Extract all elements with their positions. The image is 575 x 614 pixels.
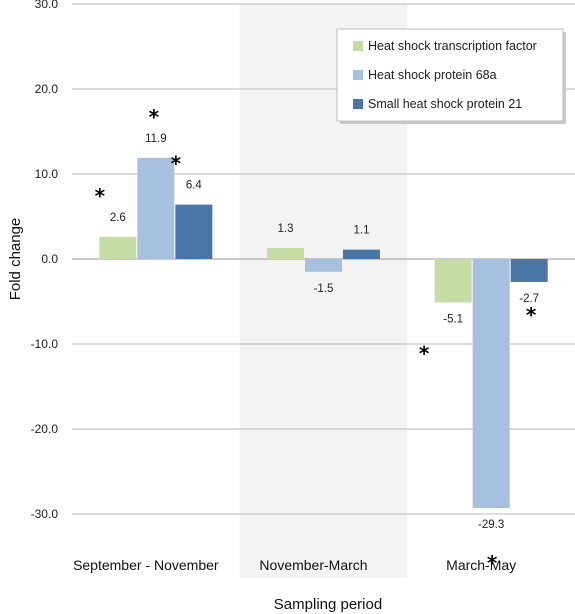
y-tick-label: 0.0 xyxy=(41,252,58,266)
y-tick-label: -10.0 xyxy=(31,337,59,351)
data-label: 11.9 xyxy=(145,133,167,145)
significance-star: * xyxy=(419,341,430,365)
y-axis-title: Fold change xyxy=(7,218,24,301)
category-label: September - November xyxy=(73,557,219,573)
bar xyxy=(434,259,472,303)
x-axis-ticks: September - November November-March March-… xyxy=(73,557,516,573)
x-axis-title: Sampling period xyxy=(274,596,382,613)
significance-star: * xyxy=(487,551,498,575)
category-label: November-March xyxy=(259,557,367,573)
bar xyxy=(510,259,548,282)
significance-star: * xyxy=(149,105,160,129)
legend-label: Small heat shock protein 21 xyxy=(368,97,522,111)
bar xyxy=(472,259,510,509)
data-labels: 2.6*11.9*6.4*1.3-1.51.1-5.1*-29.3*-2.7* xyxy=(95,105,539,575)
legend: Heat shock transcription factor Heat shoc… xyxy=(336,28,566,124)
legend-swatch xyxy=(353,70,363,80)
legend-swatch xyxy=(353,41,363,51)
significance-star: * xyxy=(171,152,182,176)
bar xyxy=(99,236,137,259)
y-tick-label: 20.0 xyxy=(35,82,59,96)
data-label: -5.1 xyxy=(443,313,463,325)
data-label: 2.6 xyxy=(110,212,126,224)
data-label: 6.4 xyxy=(186,180,203,192)
bar xyxy=(343,249,380,259)
y-tick-label: 10.0 xyxy=(35,167,59,181)
y-tick-label: -20.0 xyxy=(31,422,59,436)
y-axis-ticks: 30.0 20.0 10.0 0.0 -10.0 -20.0 -30.0 xyxy=(31,0,59,521)
legend-label: Heat shock transcription factor xyxy=(368,39,537,53)
bars xyxy=(99,157,548,509)
y-tick-label: -30.0 xyxy=(31,507,59,521)
data-label: 1.3 xyxy=(278,223,294,235)
y-tick-label: 30.0 xyxy=(35,0,59,11)
bar xyxy=(305,259,342,272)
significance-star: * xyxy=(95,184,106,208)
significance-star: * xyxy=(526,303,537,327)
data-label: -2.7 xyxy=(519,293,539,305)
legend-swatch xyxy=(353,99,363,109)
bar xyxy=(137,157,175,259)
data-label: -1.5 xyxy=(314,283,334,295)
data-label: 1.1 xyxy=(354,225,370,237)
legend-box xyxy=(336,28,564,122)
bar xyxy=(267,247,304,259)
bar xyxy=(175,204,213,259)
legend-label: Heat shock protein 68a xyxy=(368,68,497,82)
category-label: March-May xyxy=(446,557,516,573)
data-label: -29.3 xyxy=(478,519,504,531)
